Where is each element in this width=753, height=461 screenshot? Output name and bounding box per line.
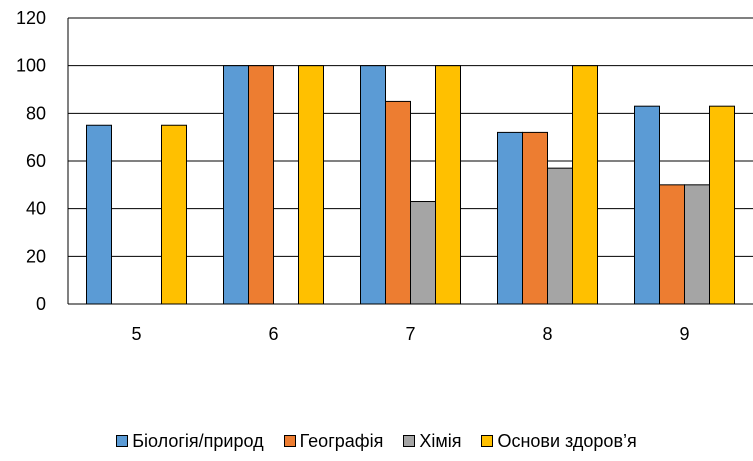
y-tick-label: 120 bbox=[16, 8, 46, 28]
bar-chart: 0 20 40 60 80 100 120 5 6 7 8 9 bbox=[16, 8, 753, 344]
y-tick-label: 20 bbox=[26, 246, 46, 266]
bar bbox=[223, 65, 249, 305]
y-tick-label: 40 bbox=[26, 199, 46, 219]
legend-item: Хімія bbox=[403, 431, 461, 452]
legend-label: Географія bbox=[299, 430, 384, 451]
y-tick-label: 80 bbox=[26, 103, 46, 123]
legend-item: Географія bbox=[283, 430, 384, 452]
legend: Біологія/природ Географія Хімія Основи здор… bbox=[0, 428, 753, 454]
x-tick-label: 5 bbox=[131, 324, 141, 344]
legend-swatch bbox=[481, 435, 494, 447]
bar bbox=[572, 65, 598, 305]
bar bbox=[385, 100, 411, 305]
bar bbox=[161, 124, 187, 305]
bar bbox=[360, 65, 386, 305]
bar bbox=[248, 65, 274, 305]
bar bbox=[547, 167, 573, 305]
x-tick-label: 8 bbox=[542, 324, 552, 344]
legend-label: Хімія bbox=[419, 430, 462, 451]
y-tick-label: 100 bbox=[16, 56, 46, 76]
legend-swatch bbox=[116, 435, 129, 447]
legend-item: Біологія/природ bbox=[116, 430, 264, 452]
y-tick-label: 0 bbox=[36, 294, 46, 314]
y-axis-tick-labels: 0 20 40 60 80 100 120 bbox=[16, 8, 46, 314]
y-tick-label: 60 bbox=[26, 151, 46, 171]
bar bbox=[86, 124, 112, 305]
bar bbox=[410, 201, 436, 305]
bar bbox=[709, 105, 735, 305]
bars bbox=[86, 65, 735, 305]
bar bbox=[634, 105, 660, 305]
bar bbox=[298, 65, 324, 305]
legend-swatch bbox=[403, 435, 416, 447]
bar bbox=[659, 184, 685, 305]
x-axis-tick-labels: 5 6 7 8 9 bbox=[131, 324, 689, 344]
x-tick-label: 7 bbox=[405, 324, 415, 344]
bar bbox=[435, 65, 461, 305]
bar bbox=[684, 184, 710, 305]
legend-item: Основи здоров’я bbox=[481, 430, 637, 452]
legend-label: Основи здоров’я bbox=[497, 430, 637, 451]
x-tick-label: 9 bbox=[679, 324, 689, 344]
bar bbox=[497, 131, 523, 305]
legend-swatch bbox=[283, 435, 296, 447]
bar bbox=[522, 131, 548, 305]
x-tick-label: 6 bbox=[268, 324, 278, 344]
legend-label: Біологія/природ bbox=[132, 430, 264, 451]
